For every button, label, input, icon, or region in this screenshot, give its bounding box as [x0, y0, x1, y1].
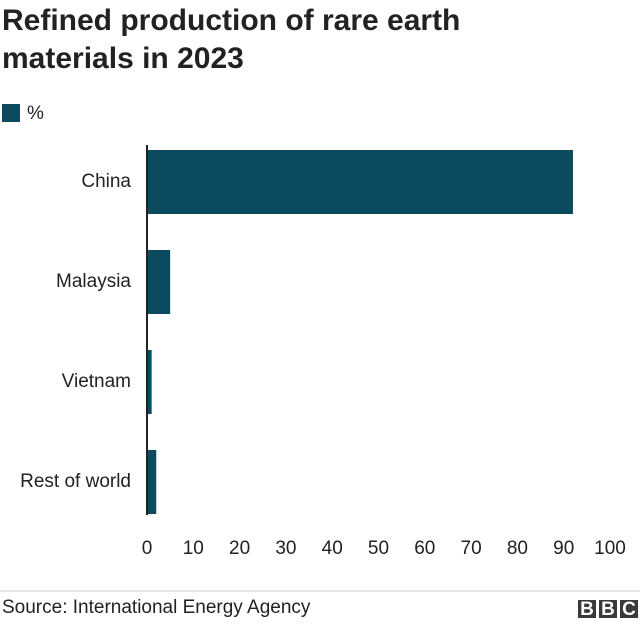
y-tick-label: Rest of world: [20, 471, 131, 492]
x-tick-label: 60: [414, 538, 435, 559]
x-tick-label: 50: [368, 538, 389, 559]
x-tick-label: 70: [461, 538, 482, 559]
y-tick-label: China: [81, 171, 131, 192]
chart-title: Refined production of rare earth materia…: [2, 4, 461, 75]
x-tick-label: 100: [594, 538, 626, 559]
x-tick-label: 80: [507, 538, 528, 559]
logo-box: [599, 600, 617, 618]
x-tick-label: 20: [229, 538, 250, 559]
logo-box: [578, 600, 596, 618]
y-tick-label: Malaysia: [56, 271, 131, 292]
logo-box: [620, 600, 638, 618]
logo-letter: C: [622, 599, 636, 620]
x-tick-label: 10: [183, 538, 204, 559]
y-tick-label: Vietnam: [62, 371, 131, 392]
bar: [147, 250, 171, 314]
x-tick-label: 30: [275, 538, 296, 559]
legend-swatch: [2, 104, 20, 122]
bar: [147, 150, 573, 214]
legend-label: %: [27, 103, 44, 124]
bar: [147, 450, 157, 514]
source: Source: International Energy Agency: [2, 597, 311, 618]
x-tick-label: 90: [553, 538, 574, 559]
logo-letter: B: [601, 599, 615, 620]
x-tick-label: 0: [142, 538, 153, 559]
bar: [147, 350, 152, 414]
x-tick-label: 40: [322, 538, 343, 559]
logo-letter: B: [580, 599, 594, 620]
